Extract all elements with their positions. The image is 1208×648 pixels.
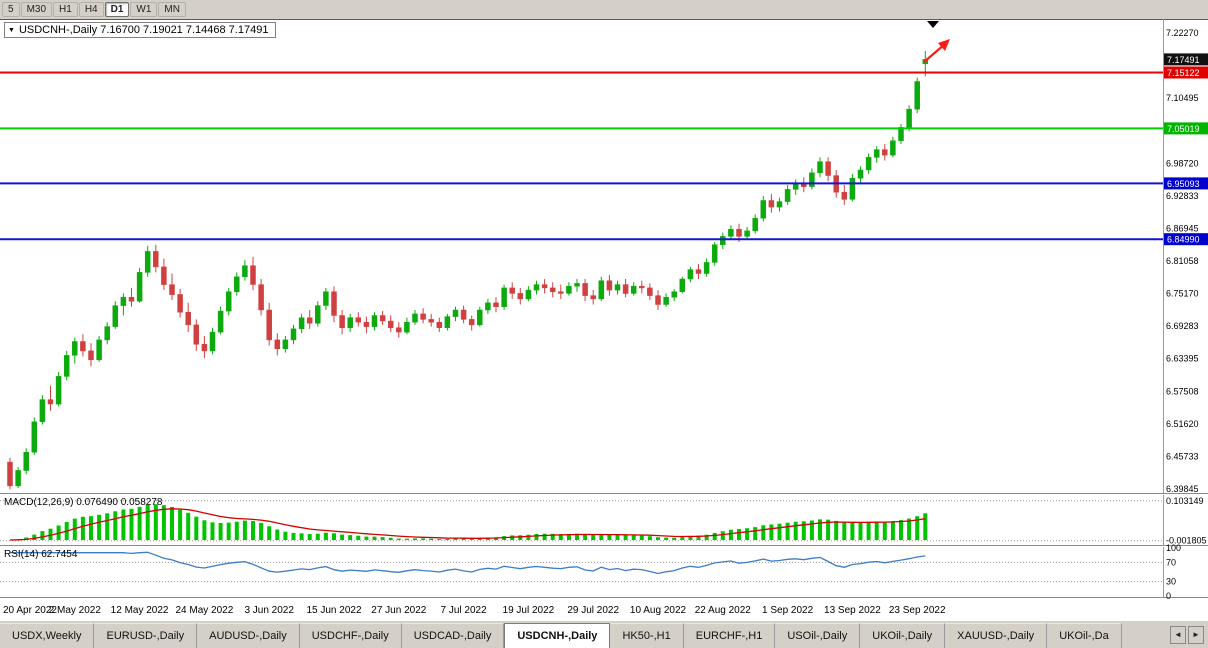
date-label: 20 Apr 2022 [3,605,57,616]
tab-ukoil-daily[interactable]: UKOil-,Daily [860,623,946,648]
rsi-axis-label: 30 [1166,577,1176,587]
price-tag-current-price: 7.17491 [1164,53,1208,66]
timeframe-button-mn[interactable]: MN [158,2,186,17]
date-label: 19 Jul 2022 [503,605,555,616]
price-tag-support-line-2: 6.95093 [1164,177,1208,190]
price-axis-label: 7.22270 [1166,28,1199,38]
date-label: 23 Sep 2022 [889,605,946,616]
price-axis-label: 6.81058 [1166,256,1199,266]
date-label: 7 Jul 2022 [441,605,488,616]
svg-text:7.17491: 7.17491 [1167,55,1200,65]
chart-background [0,19,1208,620]
rsi-label: RSI(14) 62.7454 [4,549,78,560]
tabs-scroll-right-button[interactable]: ► [1188,625,1204,644]
tab-usoil-daily[interactable]: USOil-,Daily [775,623,861,648]
chart-shift-marker[interactable] [927,21,939,28]
tab-usdchf-daily[interactable]: USDCHF-,Daily [299,623,402,648]
trend-arrow[interactable] [923,39,950,63]
price-axis-label: 6.51620 [1166,419,1199,429]
date-label: 29 Jul 2022 [567,605,619,616]
rsi-line [10,551,926,575]
macd-axis-label: 0.103149 [1166,496,1204,506]
date-label: 13 Sep 2022 [824,605,881,616]
price-axis-label: 6.45733 [1166,451,1199,461]
price-axis-label: 6.92833 [1166,191,1199,201]
tabs-scroll-left-button[interactable]: ◄ [1170,625,1186,644]
chart-menu-icon[interactable]: ▼ [8,27,15,34]
timeframe-button-h1[interactable]: H1 [53,2,78,17]
chart-tabs: USDX,Weekly EURUSD-,Daily AUDUSD-,Daily USD… [0,621,1166,648]
macd-label: MACD(12,26,9) 0.076490 0.058278 [4,497,163,508]
rsi-axis-label: 0 [1166,591,1171,601]
price-axis-label: 6.63395 [1166,354,1199,364]
tab-usdcad-daily[interactable]: USDCAD-,Daily [401,623,505,648]
macd-histogram [16,504,928,540]
price-tag-resistance-line: 7.15122 [1164,66,1208,79]
tab-audusd-daily[interactable]: AUDUSD-,Daily [197,623,300,648]
svg-text:6.95093: 6.95093 [1167,179,1200,189]
price-chart[interactable]: 7.22270 7.10495 6.98720 6.92833 6.86945 6.810… [0,19,1208,620]
chart-ohlc-header: USDCNH-,Daily 7.16700 7.19021 7.14468 7.… [18,24,269,36]
date-label: 1 Sep 2022 [762,605,814,616]
tab-eurchf-h1[interactable]: EURCHF-,H1 [683,623,776,648]
timeframe-button-w1[interactable]: W1 [130,2,158,17]
tab-usdx-weekly[interactable]: USDX,Weekly [0,623,95,648]
tab-hk50-h1[interactable]: HK50-,H1 [610,623,684,648]
tab-xauusd-daily[interactable]: XAUUSD-,Daily [945,623,1048,648]
tab-usdcnh-daily[interactable]: USDCNH-,Daily [504,623,611,648]
rsi-axis-label: 100 [1166,543,1181,553]
chart-canvas[interactable]: 7.22270 7.10495 6.98720 6.92833 6.86945 6.810… [0,19,1208,620]
tab-eurusd-daily[interactable]: EURUSD-,Daily [94,623,198,648]
price-tag-support-line-1: 7.05019 [1164,122,1208,135]
date-label: 3 Jun 2022 [244,605,294,616]
tab-ukoil-da[interactable]: UKOil-,Da [1047,623,1122,648]
date-label: 22 Aug 2022 [695,605,752,616]
price-axis-label: 6.75170 [1166,289,1199,299]
price-axis-label: 6.57508 [1166,386,1199,396]
date-label: 27 Jun 2022 [371,605,426,616]
date-label: 2 May 2022 [49,605,102,616]
timeframe-button-h4[interactable]: H4 [78,2,104,17]
price-axis-label: 6.69283 [1166,321,1199,331]
chart-header: ▼ USDCNH-,Daily 7.16700 7.19021 7.14468 7… [4,22,277,38]
candles [7,51,929,490]
macd-axis-label: -0.001805 [1166,536,1207,546]
timeframe-button-d1[interactable]: D1 [104,2,130,17]
chart-tabbar: USDX,Weekly EURUSD-,Daily AUDUSD-,Daily USD… [0,620,1208,648]
rsi-axis-label: 70 [1166,557,1176,567]
date-label: 10 Aug 2022 [630,605,687,616]
date-label: 12 May 2022 [111,605,169,616]
price-axis-label: 6.98720 [1166,158,1199,168]
price-tag-support-line-3: 6.84990 [1164,233,1208,246]
price-axis-label: 6.39845 [1166,484,1199,494]
timeframe-toolbar: 5 M30 H1 H4 D1 W1 MN [0,0,1208,19]
date-label: 24 May 2022 [175,605,233,616]
svg-text:7.15122: 7.15122 [1167,68,1200,78]
tab-scroll-arrows: ◄ ► [1166,621,1208,648]
timeframe-button-5[interactable]: 5 [2,2,20,17]
timeframe-button-m30[interactable]: M30 [20,2,53,17]
svg-text:7.05019: 7.05019 [1167,124,1200,134]
date-label: 15 Jun 2022 [306,605,361,616]
macd-signal-line [9,508,926,541]
price-axis-label: 6.86945 [1166,223,1199,233]
price-axis-label: 7.10495 [1166,93,1199,103]
svg-text:6.84990: 6.84990 [1167,235,1200,245]
